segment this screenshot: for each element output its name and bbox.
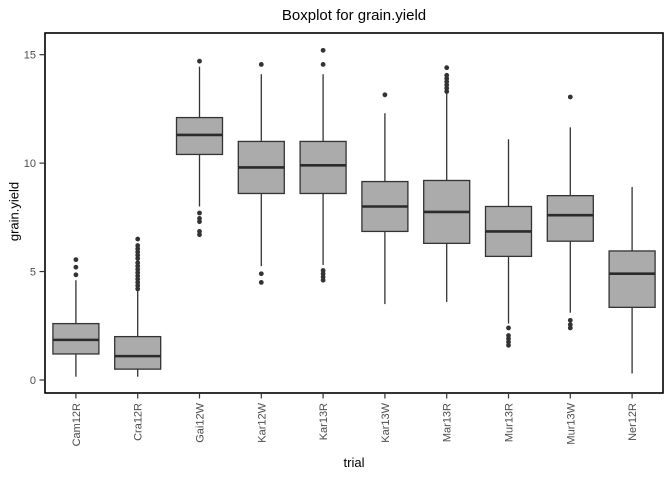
outlier-point [567,94,573,100]
x-tick-label: Mur13W [565,402,577,444]
outlier-point [382,92,388,98]
chart-title: Boxplot for grain.yield [281,7,427,24]
outlier-point [320,268,326,273]
box-Cra12R [114,335,162,370]
x-tick-label: Kar13R [318,403,330,440]
outlier-point [258,279,264,285]
y-tick-label: 10 [24,158,36,170]
y-tick-label: 0 [30,375,36,387]
outlier-point [197,216,202,221]
outlier-point [444,72,450,78]
outlier-point [567,317,573,323]
y-tick-label: 15 [24,50,36,62]
y-tick-label: 5 [30,267,36,279]
outlier-point [444,65,450,71]
outlier-point [135,243,141,248]
x-axis-title: trial [343,455,365,470]
outlier-point [197,229,202,234]
x-tick-label: Cam12R [71,403,83,446]
x-tick-label: Ner12R [627,403,639,441]
box-Kar13R [299,140,347,195]
outlier-point [73,257,79,263]
outlier-point [320,47,326,53]
outlier-point [197,58,202,64]
box-Mur13W [546,195,594,242]
outlier-point [73,272,79,278]
outlier-point [506,333,511,338]
outlier-point [135,236,141,242]
outlier-point [320,62,326,67]
outlier-point [73,264,79,270]
outlier-point [197,210,202,216]
outlier-point [258,62,264,67]
x-tick-label: Mur13R [504,403,516,442]
x-tick-label: Kar12W [256,402,268,442]
outlier-point [135,260,141,266]
x-tick-label: Gai12W [195,402,207,442]
outlier-point [506,325,511,331]
outlier-point [258,271,264,277]
box-Ner12R [608,250,656,308]
x-tick-label: Kar13W [380,402,392,442]
x-tick-label: Cra12R [133,403,145,441]
outlier-point [567,322,573,328]
x-tick-label: Mar13R [442,403,454,442]
